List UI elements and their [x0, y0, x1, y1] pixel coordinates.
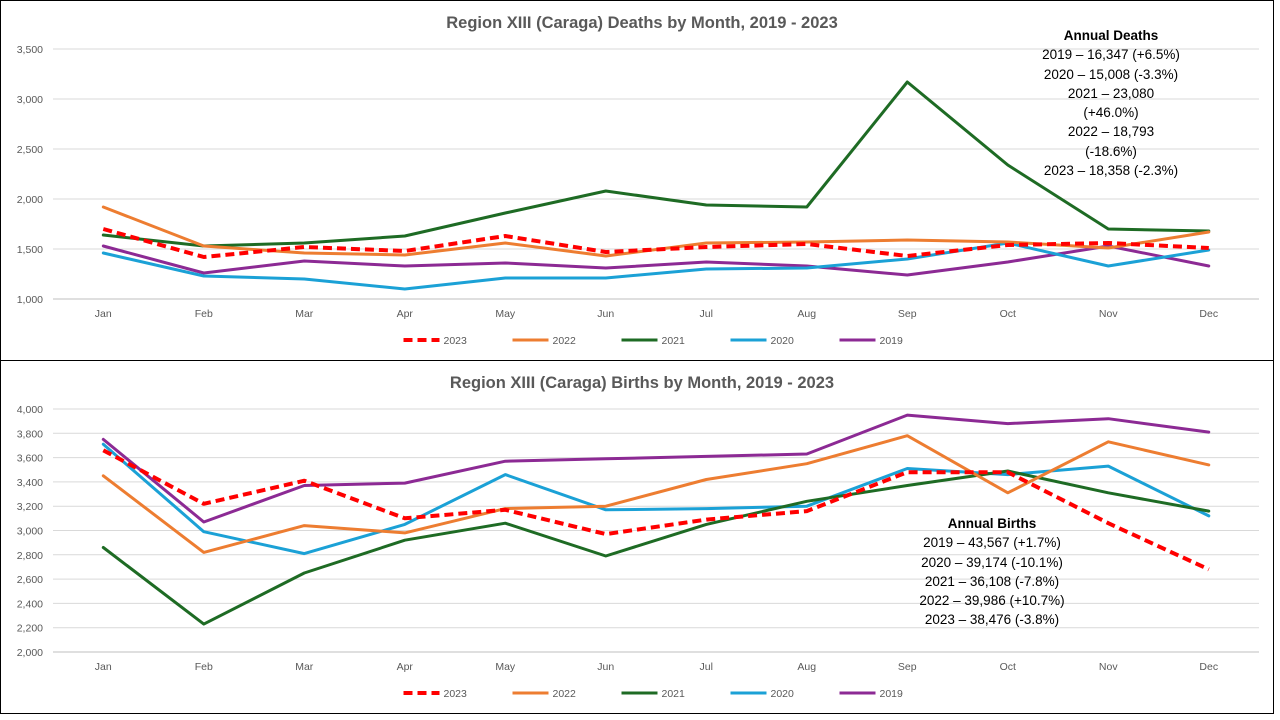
series-line-2020 — [101, 241, 1211, 291]
annual-deaths-line: 2019 – 16,347 (+6.5%) — [1042, 47, 1180, 63]
x-tick-label: Sep — [898, 308, 917, 320]
y-tick-label: 3,400 — [17, 477, 43, 489]
births-line-chart: Region XIII (Caraga) Births by Month, 20… — [17, 374, 1259, 700]
y-tick-label: 3,500 — [17, 44, 43, 56]
x-tick-label: Apr — [397, 308, 414, 320]
x-tick-label: Jan — [95, 308, 112, 320]
annual-births-line: 2022 – 39,986 (+10.7%) — [919, 593, 1065, 609]
series-line-2021 — [101, 80, 1211, 248]
legend-label-2019: 2019 — [880, 688, 904, 700]
x-tick-label: Oct — [1000, 661, 1016, 673]
y-tick-label: 2,800 — [17, 550, 43, 562]
annual-births-line: 2019 – 43,567 (+1.7%) — [923, 535, 1061, 551]
annual-births-line: 2023 – 38,476 (-3.8%) — [924, 612, 1060, 628]
y-tick-label: 2,000 — [17, 194, 43, 206]
annual-deaths-annotation: Annual Deaths 2019 – 16,347 (+6.5%) 2020… — [1041, 26, 1181, 180]
x-tick-label: Aug — [797, 661, 816, 673]
y-tick-label: 1,000 — [17, 294, 43, 306]
annual-deaths-line: 2022 – 18,793 (-18.6%) — [1067, 124, 1155, 159]
y-tick-label: 3,000 — [17, 526, 43, 538]
x-tick-label: Jul — [700, 308, 713, 320]
y-tick-label: 2,500 — [17, 144, 43, 156]
series-line-2021 — [101, 469, 1211, 626]
y-tick-label: 3,000 — [17, 94, 43, 106]
x-tick-label: Jul — [700, 661, 713, 673]
x-tick-label: Dec — [1199, 308, 1218, 320]
y-tick-label: 4,000 — [17, 404, 43, 416]
legend-label-2021: 2021 — [662, 688, 686, 700]
x-tick-label: Apr — [397, 661, 414, 673]
legend-label-2023: 2023 — [444, 688, 468, 700]
x-tick-label: Jan — [95, 661, 112, 673]
annual-births-line: 2021 – 36,108 (-7.8%) — [924, 573, 1060, 589]
legend-label-2022: 2022 — [553, 335, 577, 347]
series-line-2023 — [102, 448, 1210, 572]
y-tick-label: 1,500 — [17, 244, 43, 256]
x-tick-label: May — [495, 661, 516, 673]
legend-label-2019: 2019 — [880, 335, 904, 347]
y-tick-label: 2,600 — [17, 574, 43, 586]
x-tick-label: Jun — [597, 308, 614, 320]
annual-births-line: 2020 – 39,174 (-10.1%) — [921, 554, 1063, 570]
x-tick-label: Nov — [1099, 661, 1118, 673]
x-tick-label: Sep — [898, 661, 917, 673]
y-tick-label: 3,600 — [17, 453, 43, 465]
annual-births-title: Annual Births — [947, 516, 1037, 531]
y-tick-label: 2,400 — [17, 598, 43, 610]
x-tick-label: Feb — [195, 661, 213, 673]
legend-label-2020: 2020 — [771, 688, 795, 700]
annual-deaths-line: 2020 – 15,008 (-3.3%) — [1043, 66, 1179, 82]
y-tick-label: 3,200 — [17, 501, 43, 513]
x-tick-label: Feb — [195, 308, 213, 320]
chart-title: Region XIII (Caraga) Deaths by Month, 20… — [446, 14, 838, 32]
legend-label-2021: 2021 — [662, 335, 686, 347]
legend-label-2023: 2023 — [444, 335, 468, 347]
y-tick-label: 2,000 — [17, 647, 43, 659]
x-tick-label: Mar — [295, 661, 314, 673]
x-tick-label: Dec — [1199, 661, 1218, 673]
annual-deaths-title: Annual Deaths — [1063, 28, 1159, 43]
annual-deaths-line: 2021 – 23,080 (+46.0%) — [1067, 85, 1155, 121]
x-tick-label: Jun — [597, 661, 614, 673]
series-line-2019 — [101, 413, 1211, 524]
y-tick-label: 2,200 — [17, 623, 43, 635]
x-tick-label: May — [495, 308, 516, 320]
births-chart-panel: Region XIII (Caraga) Births by Month, 20… — [0, 360, 1274, 714]
y-tick-label: 3,800 — [17, 428, 43, 440]
series-line-2022 — [101, 434, 1211, 554]
x-tick-label: Mar — [295, 308, 314, 320]
series-line-2023 — [102, 227, 1209, 259]
legend-label-2020: 2020 — [771, 335, 795, 347]
x-tick-label: Oct — [1000, 308, 1016, 320]
annual-deaths-line: 2023 – 18,358 (-2.3%) — [1043, 163, 1179, 179]
x-tick-label: Nov — [1099, 308, 1118, 320]
x-tick-label: Aug — [797, 308, 816, 320]
annual-births-annotation: Annual Births 2019 – 43,567 (+1.7%) 2020… — [907, 514, 1077, 630]
legend-label-2022: 2022 — [553, 688, 577, 700]
series-line-2019 — [101, 244, 1211, 277]
chart-title: Region XIII (Caraga) Births by Month, 20… — [450, 374, 834, 392]
deaths-chart-panel: Region XIII (Caraga) Deaths by Month, 20… — [0, 0, 1274, 361]
deaths-line-chart: Region XIII (Caraga) Deaths by Month, 20… — [17, 14, 1259, 347]
